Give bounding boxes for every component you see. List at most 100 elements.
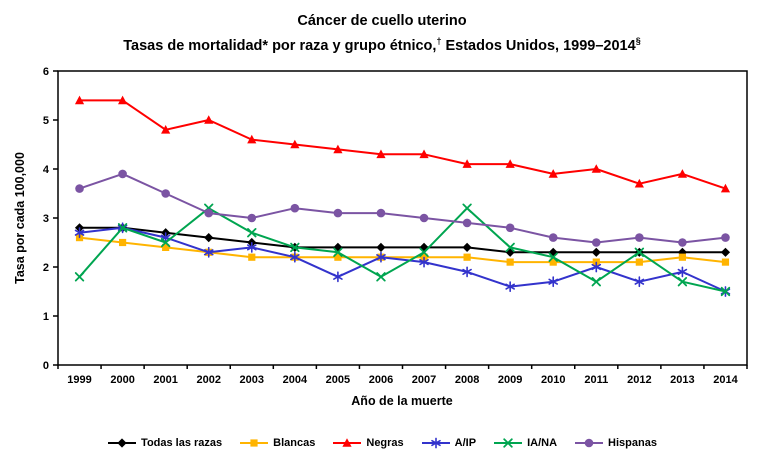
x-tick-label: 2002 bbox=[196, 374, 220, 386]
marker-square bbox=[118, 238, 127, 247]
marker-circle bbox=[376, 208, 386, 218]
marker-x bbox=[333, 247, 343, 258]
legend-item: Hispanas bbox=[574, 436, 657, 450]
marker-triangle bbox=[419, 149, 429, 159]
x-tick-label: 2008 bbox=[455, 374, 479, 386]
y-tick-label: 0 bbox=[43, 360, 49, 372]
marker-asterisk bbox=[634, 276, 645, 288]
legend-swatch-x-icon bbox=[494, 438, 523, 448]
series-line-a-ip bbox=[79, 226, 726, 293]
series-line-ia-na bbox=[78, 207, 726, 293]
marker-x bbox=[160, 237, 171, 248]
x-tick-label: 2011 bbox=[584, 374, 608, 386]
marker-square bbox=[334, 253, 342, 261]
marker-x bbox=[117, 223, 128, 233]
marker-triangle bbox=[720, 183, 731, 193]
marker-circle bbox=[721, 233, 730, 242]
marker-x bbox=[720, 286, 731, 297]
marker-square bbox=[506, 258, 514, 266]
marker-circle bbox=[290, 203, 300, 213]
marker-circle bbox=[333, 208, 343, 218]
marker-circle bbox=[161, 189, 170, 198]
chart-title-line1: Cáncer de cuello uterino bbox=[297, 13, 467, 29]
legend-swatch-triangle-icon bbox=[333, 438, 362, 447]
x-tick-label: 2005 bbox=[326, 374, 350, 386]
marker-x bbox=[634, 247, 645, 258]
marker-circle bbox=[419, 213, 429, 223]
marker-diamond bbox=[720, 247, 731, 257]
series-hispanas bbox=[75, 169, 730, 247]
y-axis-title: Tasa por cada 100,000 bbox=[13, 152, 27, 284]
series-negras bbox=[74, 95, 731, 193]
marker-triangle bbox=[204, 115, 214, 124]
marker-triangle bbox=[634, 178, 644, 188]
marker-asterisk bbox=[203, 246, 214, 258]
legend-item-label: A/IP bbox=[454, 437, 477, 449]
y-tick-label: 1 bbox=[43, 311, 49, 323]
marker-triangle bbox=[161, 125, 171, 134]
marker-circle bbox=[204, 208, 214, 218]
x-tick-label: 2006 bbox=[369, 374, 393, 386]
marker-square bbox=[635, 258, 643, 266]
marker-x bbox=[74, 272, 85, 282]
marker-x bbox=[591, 276, 601, 287]
marker-asterisk bbox=[591, 261, 602, 273]
legend-item: Blancas bbox=[239, 436, 315, 450]
marker-circle bbox=[678, 238, 687, 247]
plot-frame bbox=[57, 70, 748, 366]
marker-triangle bbox=[247, 134, 257, 144]
marker-diamond bbox=[333, 242, 343, 252]
marker-asterisk bbox=[246, 242, 257, 253]
marker-asterisk bbox=[290, 251, 300, 263]
chart-title-line2: Tasas de mortalidad* por raza y grupo ét… bbox=[0, 34, 764, 59]
y-tick-label: 6 bbox=[43, 66, 49, 78]
marker-x bbox=[503, 438, 513, 448]
marker-x bbox=[290, 242, 300, 253]
x-axis-title: Año de la muerte bbox=[351, 394, 452, 408]
marker-asterisk bbox=[505, 281, 515, 293]
legend-item-label: IA/NA bbox=[527, 437, 558, 449]
x-tick-label: 2000 bbox=[110, 374, 134, 386]
legend-swatch-asterisk-icon bbox=[421, 437, 450, 449]
series-line-blancas bbox=[79, 236, 726, 264]
marker-square bbox=[162, 243, 170, 251]
marker-asterisk bbox=[419, 256, 429, 268]
marker-diamond bbox=[591, 247, 601, 257]
marker-triangle bbox=[548, 169, 558, 178]
marker-square bbox=[721, 258, 730, 266]
y-tick-label: 3 bbox=[43, 213, 49, 225]
marker-diamond bbox=[376, 242, 386, 252]
plot-area: 0 1 2 3 4 5 6 1999 2000 2001 2002 2003 2004 2005 2006 2… bbox=[43, 66, 748, 386]
x-tick-label: 2001 bbox=[153, 374, 177, 386]
marker-x bbox=[505, 242, 515, 253]
series-line-hispanas bbox=[79, 172, 726, 244]
x-tick-label: 2012 bbox=[627, 374, 651, 386]
marker-triangle bbox=[462, 159, 472, 168]
marker-x bbox=[548, 252, 558, 262]
marker-circle bbox=[505, 223, 515, 233]
marker-circle bbox=[584, 438, 594, 448]
marker-square bbox=[463, 253, 471, 261]
marker-triangle bbox=[591, 164, 601, 173]
marker-triangle bbox=[290, 139, 300, 149]
marker-triangle bbox=[342, 438, 352, 447]
legend-item: Negras bbox=[332, 436, 404, 450]
marker-asterisk bbox=[548, 276, 559, 288]
y-tick-label: 5 bbox=[43, 115, 49, 127]
marker-x bbox=[462, 203, 472, 213]
marker-triangle bbox=[117, 95, 128, 105]
marker-circle bbox=[635, 233, 644, 242]
x-tick-label: 1999 bbox=[67, 374, 91, 386]
chart-title-line2-text: Tasas de mortalidad* por raza y grupo ét… bbox=[123, 37, 437, 54]
x-tick-label: 2013 bbox=[670, 374, 694, 386]
marker-diamond bbox=[204, 233, 214, 243]
marker-triangle bbox=[333, 144, 343, 154]
marker-asterisk bbox=[677, 266, 688, 278]
marker-diamond bbox=[462, 242, 472, 252]
legend-swatch-square-icon bbox=[240, 439, 269, 447]
marker-circle bbox=[548, 233, 558, 242]
legend-item-label: Hispanas bbox=[608, 437, 657, 449]
legend-item: Todas las razas bbox=[107, 436, 222, 450]
marker-asterisk bbox=[376, 251, 386, 263]
